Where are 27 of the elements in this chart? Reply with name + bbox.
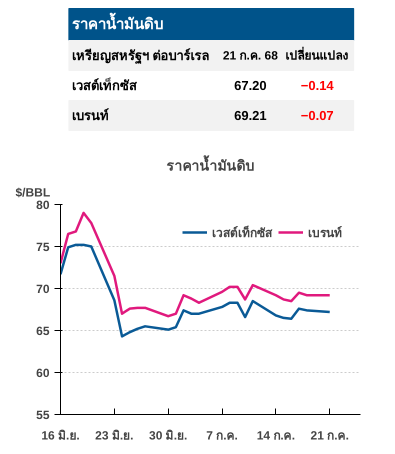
text: 69.21 [234,108,267,123]
legend-label: เบรนท์ [308,224,342,242]
y-tick-label: 65 [36,324,50,338]
x-tick-label: 23 มิ.ย. [95,428,134,442]
y-tick-label: 80 [36,198,50,212]
x-tick-label: 30 มิ.ย. [149,428,188,442]
x-tick-label: 21 ก.ค. [310,428,349,442]
text: −0.14 [300,78,334,93]
text: ราคาน้ำมันดิบ [72,12,164,33]
x-tick-label: 7 ก.ค. [206,428,238,442]
text: เหรียญสหรัฐฯ ต่อบาร์เรล [72,48,210,65]
y-axis-title: $/BBL [16,186,50,200]
y-tick-label: 55 [36,408,50,422]
y-tick-label: 60 [36,366,50,380]
line-series [60,244,331,338]
text: 67.20 [234,78,267,93]
text: 21 ก.ค. 68 [222,48,278,62]
x-tick-label: 14 ก.ค. [256,428,296,442]
text: เวสต์เท็กซัส [72,76,137,93]
text: เปลี่ยนแปลง [286,46,349,62]
chart-title: ราคาน้ำมันดิบ [166,154,254,174]
legend-label: เวสต์เท็กซัส [212,224,272,242]
x-tick-label: 16 มิ.ย. [41,428,80,442]
y-tick-label: 70 [36,282,50,296]
text: −0.07 [300,108,334,123]
y-tick-label: 75 [36,240,50,254]
text: เบรนท์ [72,108,109,123]
